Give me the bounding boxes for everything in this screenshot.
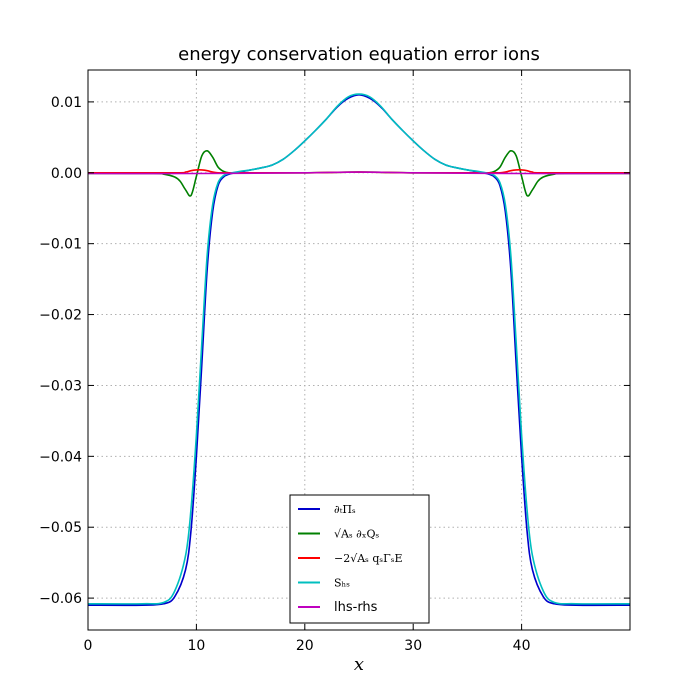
- series-source-line: [88, 93, 630, 605]
- legend-entry: lhs-rhs: [298, 600, 378, 615]
- x-tick-label: 0: [84, 638, 93, 654]
- y-tick-label: −0.06: [39, 591, 82, 607]
- legend-entry: Sₕₛ: [298, 577, 350, 590]
- legend-label: −2√Aₛ qₛΓₛE: [334, 552, 403, 565]
- legend-label: ∂ₜΠₛ: [334, 503, 356, 516]
- chart-title: energy conservation equation error ions: [178, 44, 540, 65]
- x-tick-label: 40: [513, 638, 531, 654]
- series-lhs-rhs-line: [88, 171, 630, 175]
- x-tick-label: 10: [187, 638, 205, 654]
- x-tick-label: 20: [296, 638, 314, 654]
- legend-entry: √Aₛ ∂ₓQₛ: [298, 528, 380, 541]
- y-tick-label: −0.01: [39, 237, 82, 253]
- y-tick-label: −0.03: [39, 378, 82, 394]
- legend: ∂ₜΠₛ √Aₛ ∂ₓQₛ −2√Aₛ qₛΓₛE Sₕₛ lhs-rhs: [289, 494, 430, 624]
- legend-entry: −2√Aₛ qₛΓₛE: [298, 552, 403, 565]
- y-tick-label: 0.00: [51, 166, 82, 182]
- legend-label: √Aₛ ∂ₓQₛ: [334, 528, 380, 541]
- x-tick-label: 30: [404, 638, 422, 654]
- plot-series: [88, 93, 630, 607]
- legend-label: Sₕₛ: [334, 577, 350, 590]
- y-tick-label: −0.05: [39, 520, 82, 536]
- y-tick-label: 0.01: [51, 95, 82, 111]
- x-axis-label: x: [354, 654, 364, 675]
- y-tick-label: −0.04: [39, 449, 82, 465]
- axis-ticks: 0 10 20 30 40 0.01 0.00 −0.01 −0.02 −0.03 −0.04 −0.…: [39, 70, 630, 654]
- legend-label: lhs-rhs: [334, 600, 378, 615]
- legend-entry: ∂ₜΠₛ: [298, 503, 356, 516]
- y-tick-label: −0.02: [39, 308, 82, 324]
- axes-frame: [87, 69, 631, 631]
